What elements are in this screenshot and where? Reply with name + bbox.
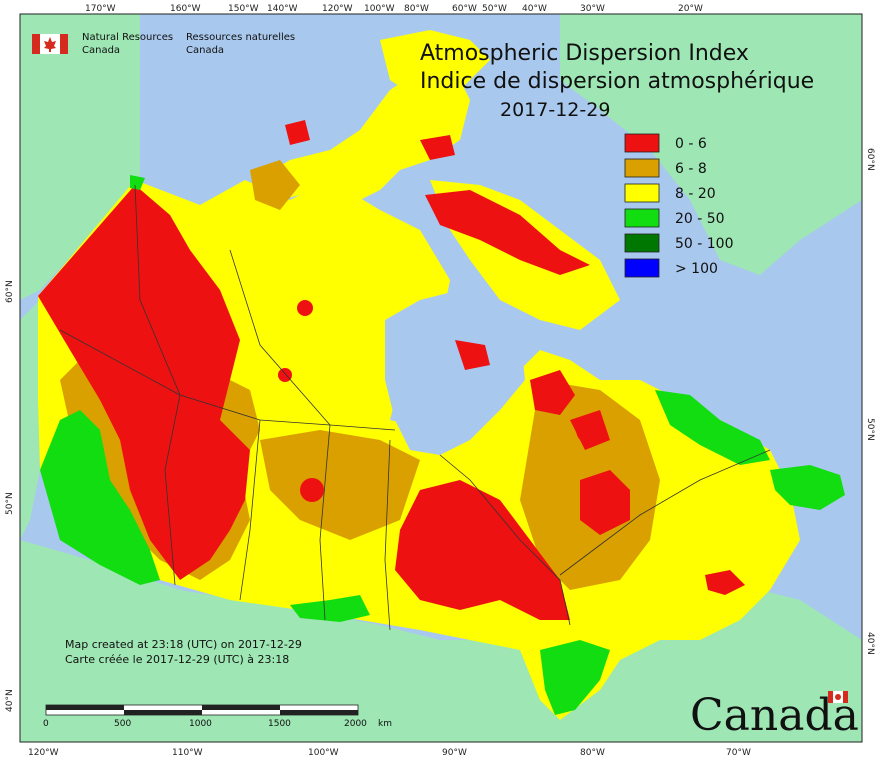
scale-label: 1000 (189, 719, 212, 729)
lon-label: 160°W (170, 4, 201, 14)
lat-label: 60°N (865, 148, 875, 171)
wordmark-flag-icon (828, 691, 848, 703)
lon-label: 40°W (522, 4, 547, 14)
graticule-top: 170°W 160°W 150°W 140°W 120°W 100°W 80°W… (85, 4, 703, 14)
lon-label: 70°W (726, 748, 751, 758)
red-yukon-bc (38, 185, 250, 580)
greenland-land (560, 14, 862, 275)
creation-notes: Map created at 23:18 (UTC) on 2017-12-29… (65, 638, 302, 666)
canada-wordmark: Canada (690, 690, 859, 741)
red-arctic-b (420, 135, 455, 160)
scale-bar: 0 500 1000 1500 2000 km (43, 704, 392, 729)
orange-north (250, 160, 300, 210)
red-ontario (395, 480, 570, 620)
note-en: Map created at 23:18 (UTC) on 2017-12-29 (65, 638, 302, 651)
red-keewatin (455, 340, 490, 370)
boundaries (59, 184, 771, 631)
red-arctic-a (285, 120, 310, 145)
lon-label: 80°W (580, 748, 605, 758)
red-spot-b (297, 300, 313, 316)
lon-label: 150°W (228, 4, 259, 14)
alaska-land (20, 14, 140, 300)
lon-label: 30°W (580, 4, 605, 14)
red-spot-c (278, 368, 292, 382)
scale-label: 0 (43, 719, 49, 729)
scale-unit: km (378, 719, 392, 729)
lon-label: 170°W (85, 4, 116, 14)
red-spot-a (94, 264, 116, 286)
lat-label: 50°N (5, 492, 15, 515)
agency-fr-line1: Ressources naturelles (186, 32, 295, 43)
legend-label: > 100 (675, 261, 718, 277)
lon-label: 90°W (442, 748, 467, 758)
lon-label: 100°W (364, 4, 395, 14)
red-baffin (425, 190, 590, 275)
green-labrador (655, 390, 770, 465)
lon-label: 110°W (172, 748, 203, 758)
scale-label: 2000 (344, 719, 367, 729)
red-spot-d (300, 478, 324, 502)
legend-swatch-100-plus (624, 258, 660, 278)
scale-label: 1500 (268, 719, 291, 729)
agency-block: Natural Resources Canada Ressources natu… (32, 32, 295, 56)
lon-label: 140°W (267, 4, 298, 14)
orange-central (260, 430, 420, 540)
lat-label: 50°N (865, 418, 875, 441)
legend-swatch-6-8 (624, 158, 660, 178)
legend-label: 6 - 8 (675, 161, 707, 177)
green-bc-coast (40, 410, 160, 585)
legend: 0 - 6 6 - 8 8 - 20 20 - 50 50 - 100 > 10… (624, 133, 734, 278)
green-prairie (290, 595, 370, 622)
agency-en-line1: Natural Resources (82, 32, 173, 43)
lon-label: 100°W (308, 748, 339, 758)
title-date: 2017-12-29 (500, 99, 610, 121)
lon-label: 50°W (482, 4, 507, 14)
red-spot-e (576, 416, 604, 444)
canada-flag-icon (32, 34, 68, 54)
hudson-bay (385, 290, 525, 455)
agency-en-line2: Canada (82, 45, 120, 56)
green-newfoundland (770, 465, 845, 510)
red-north-quebec (530, 370, 575, 415)
map-title: Atmospheric Dispersion Index Indice de d… (420, 41, 814, 121)
lon-label: 80°W (404, 4, 429, 14)
title-fr: Indice de dispersion atmosphérique (420, 69, 814, 94)
graticule-right: 60°N 50°N 40°N (865, 148, 875, 655)
green-south-ontario (540, 640, 610, 715)
lat-label: 40°N (5, 689, 15, 712)
scale-label: 500 (114, 719, 131, 729)
legend-label: 8 - 20 (675, 186, 716, 202)
usa-land (20, 540, 862, 742)
lon-label: 60°W (452, 4, 477, 14)
red-quebec (580, 470, 630, 535)
agency-fr-line2: Canada (186, 45, 224, 56)
lat-label: 40°N (865, 632, 875, 655)
lon-label: 20°W (678, 4, 703, 14)
note-fr: Carte créée le 2017-12-29 (UTC) à 23:18 (65, 653, 289, 666)
ellesmere-island (380, 30, 490, 100)
graticule-left: 60°N 50°N 40°N (5, 280, 15, 712)
legend-swatch-0-6 (624, 133, 660, 153)
legend-swatch-8-20 (624, 183, 660, 203)
legend-label: 50 - 100 (675, 236, 734, 252)
map-border (19, 13, 863, 743)
legend-label: 0 - 6 (675, 136, 707, 152)
graticule-bottom: 120°W 110°W 100°W 90°W 80°W 70°W (28, 748, 751, 758)
legend-swatch-50-100 (624, 233, 660, 253)
lon-label: 120°W (322, 4, 353, 14)
green-yukon-edge (130, 175, 145, 190)
lon-label: 120°W (28, 748, 59, 758)
lat-label: 60°N (5, 280, 15, 303)
legend-label: 20 - 50 (675, 211, 725, 227)
title-en: Atmospheric Dispersion Index (420, 41, 749, 66)
legend-swatch-20-50 (624, 208, 660, 228)
red-nova-scotia (705, 570, 745, 595)
